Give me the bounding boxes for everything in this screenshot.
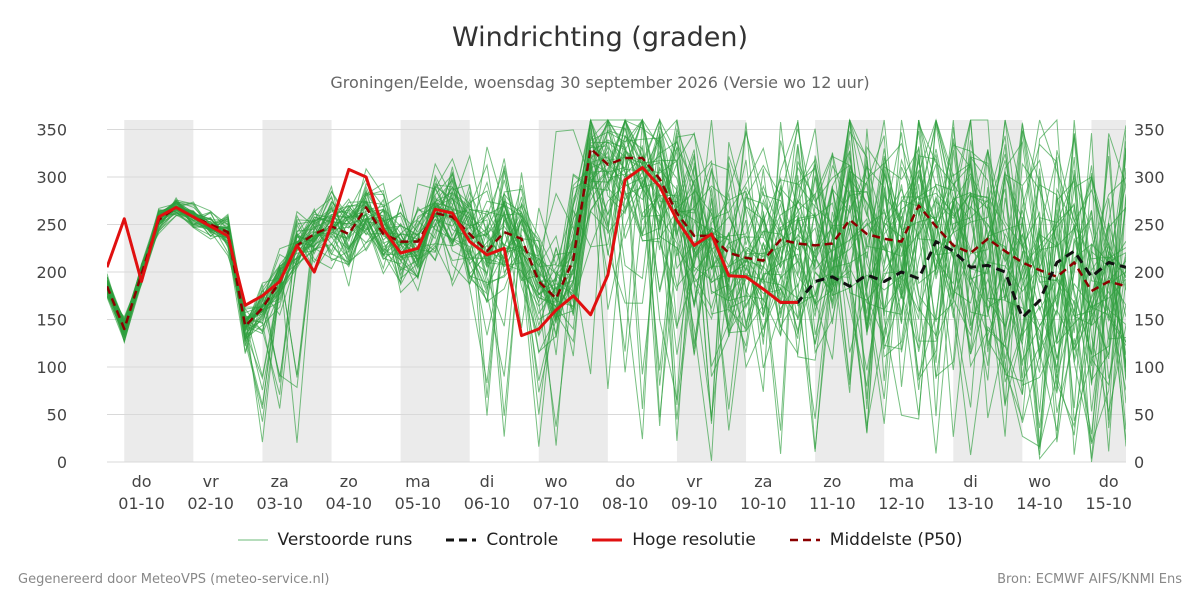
ensemble-member-line — [107, 119, 1126, 429]
x-tick-date: 09-10 — [671, 494, 718, 513]
legend-swatch-hres — [592, 534, 623, 546]
y-tick-label-right: 150 — [1134, 311, 1165, 330]
ensemble-member-line — [107, 118, 1126, 434]
legend-label-control: Controle — [486, 530, 559, 550]
x-tick-day: do — [132, 472, 152, 491]
x-tick-date: 08-10 — [602, 494, 649, 513]
x-tick-date: 12-10 — [878, 494, 925, 513]
y-tick-label-left: 100 — [36, 358, 67, 377]
legend-item-hres: Hoge resolutie — [592, 530, 756, 550]
legend-label-median: Middelste (P50) — [829, 530, 963, 550]
legend-swatch-control — [446, 534, 477, 546]
x-tick-day: do — [615, 472, 635, 491]
y-tick-label-left: 250 — [36, 216, 67, 235]
x-tick-day: vr — [203, 472, 219, 491]
y-tick-label-right: 50 — [1134, 406, 1154, 425]
ensemble-member-line — [107, 119, 1126, 431]
x-tick-date: 05-10 — [395, 494, 442, 513]
legend-swatch-median — [789, 534, 820, 546]
y-tick-label-right: 100 — [1134, 358, 1165, 377]
x-tick-date: 11-10 — [809, 494, 856, 513]
x-tick-date: 01-10 — [118, 494, 165, 513]
x-tick-date: 14-10 — [1016, 494, 1063, 513]
x-tick-date: 04-10 — [326, 494, 373, 513]
x-tick-day: di — [480, 472, 495, 491]
y-tick-label-left: 200 — [36, 263, 67, 282]
day-band — [400, 120, 470, 462]
legend-swatch-members — [237, 534, 268, 546]
y-tick-label-right: 300 — [1134, 168, 1165, 187]
y-tick-label-right: 350 — [1134, 121, 1165, 140]
ensemble-members — [107, 118, 1126, 463]
x-tick-date: 03-10 — [256, 494, 303, 513]
legend-item-control: Controle — [446, 530, 558, 550]
y-tick-label-left: 300 — [36, 168, 67, 187]
x-tick-day: do — [1099, 472, 1119, 491]
ensemble-member-line — [107, 119, 1126, 366]
x-tick-day: wo — [545, 472, 568, 491]
x-tick-date: 06-10 — [464, 494, 511, 513]
y-tick-label-right: 250 — [1134, 216, 1165, 235]
ensemble-member-line — [107, 130, 1126, 459]
legend-label-members: Verstoorde runs — [277, 530, 413, 550]
chart-legend: Verstoorde runs Controle Hoge resolutie … — [0, 530, 1200, 550]
chart-subtitle: Groningen/Eelde, woensdag 30 september 2… — [330, 73, 870, 92]
x-tick-date: 13-10 — [947, 494, 994, 513]
x-tick-date: 02-10 — [187, 494, 234, 513]
chart-title: Windrichting (graden) — [451, 22, 749, 53]
x-tick-date: 10-10 — [740, 494, 787, 513]
y-tick-label-left: 350 — [36, 121, 67, 140]
ensemble-member-line — [107, 119, 1126, 407]
y-tick-label-right: 200 — [1134, 263, 1165, 282]
legend-item-members: Verstoorde runs — [237, 530, 413, 550]
x-tick-day: di — [963, 472, 978, 491]
ensemble-member-line — [107, 134, 1126, 426]
control-line — [780, 240, 1126, 320]
legend-item-median: Middelste (P50) — [789, 530, 963, 550]
ensemble-member-line — [107, 119, 1126, 444]
x-tick-day: zo — [823, 472, 841, 491]
x-tick-day: za — [754, 472, 772, 491]
y-tick-label-left: 50 — [47, 406, 67, 425]
y-tick-label-right: 0 — [1134, 453, 1144, 472]
x-tick-day: vr — [686, 472, 702, 491]
hres-line — [107, 166, 798, 338]
x-tick-day: ma — [889, 472, 914, 491]
ensemble-member-line — [107, 125, 1126, 452]
legend-label-hres: Hoge resolutie — [632, 530, 756, 550]
footer-generator: Gegenereerd door MeteoVPS (meteo-service… — [18, 572, 330, 587]
x-tick-day: wo — [1028, 472, 1051, 491]
x-tick-date: 07-10 — [533, 494, 580, 513]
x-tick-day: za — [271, 472, 289, 491]
x-tick-day: zo — [340, 472, 358, 491]
footer-source: Bron: ECMWF AIFS/KNMI Ens — [997, 572, 1182, 587]
ensemble-member-line — [107, 119, 1126, 422]
ensemble-member-line — [107, 146, 1126, 355]
y-tick-label-left: 0 — [57, 453, 67, 472]
y-tick-label-left: 150 — [36, 311, 67, 330]
x-tick-date: 15-10 — [1085, 494, 1132, 513]
median-line — [107, 147, 1126, 331]
x-tick-day: ma — [405, 472, 430, 491]
